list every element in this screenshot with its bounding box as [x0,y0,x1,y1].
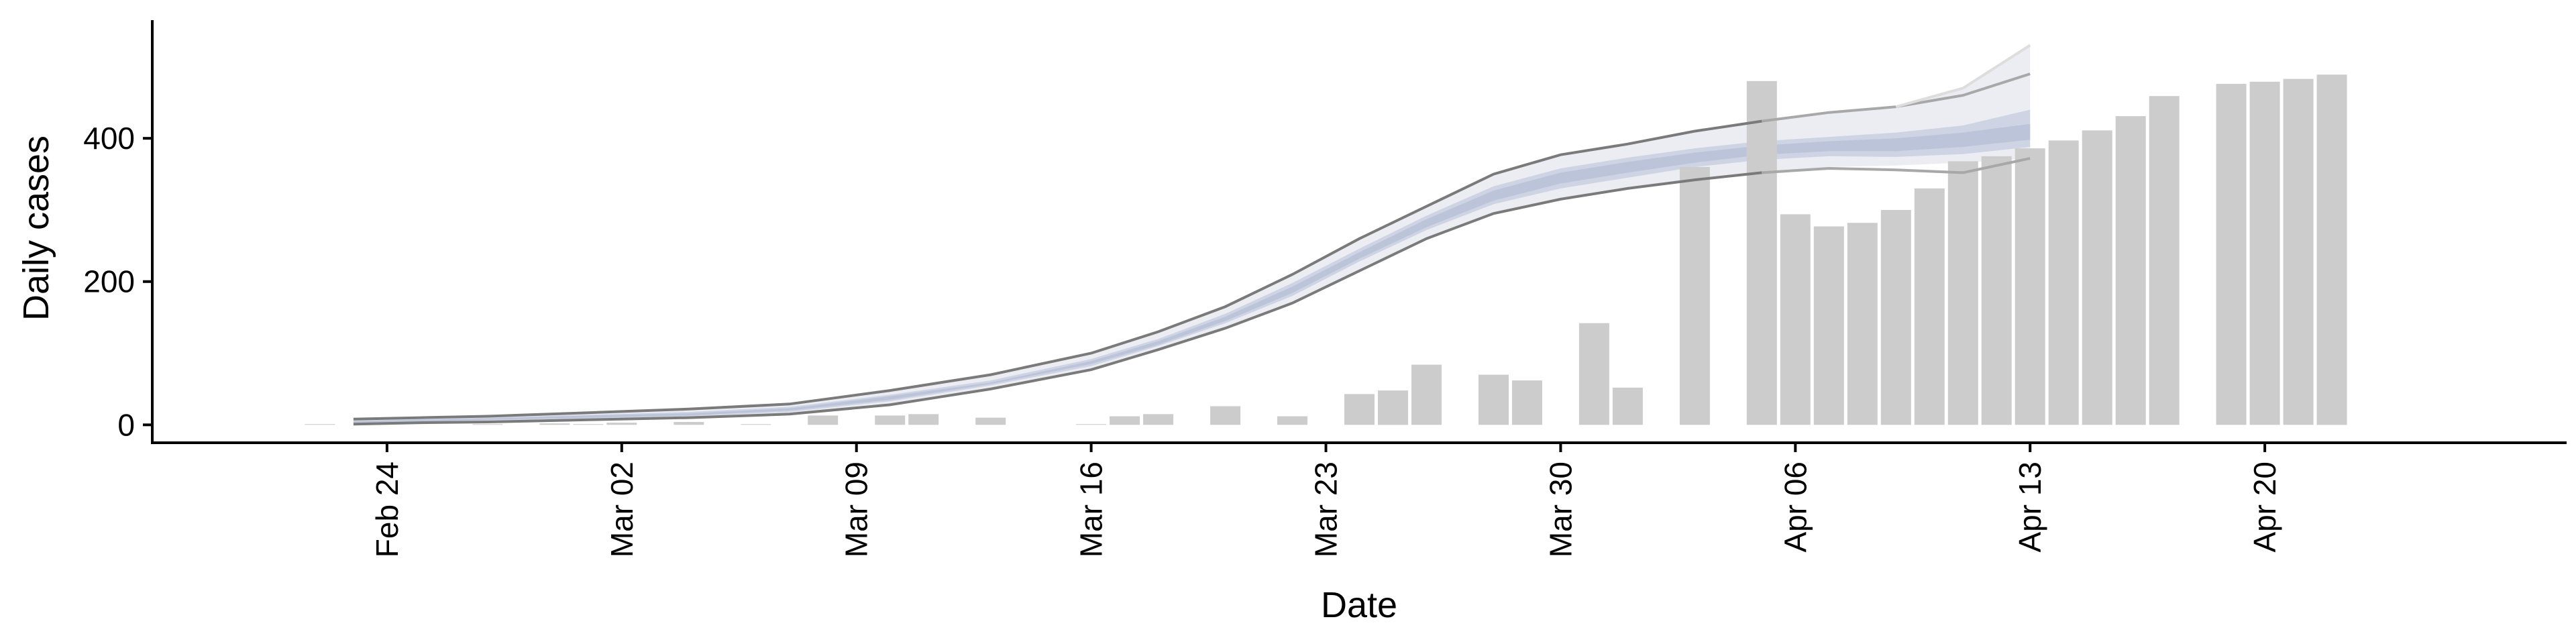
bar-2020-02-22 [305,424,335,425]
bar-2020-04-12 [1981,156,2012,425]
y-tick-label-200: 200 [83,264,135,299]
bar-2020-04-06 [1780,214,1811,425]
bar-2020-03-29 [1511,380,1542,425]
bar-2020-03-17 [1110,416,1140,425]
bar-2020-02-27 [472,424,503,425]
outer-upper-projection [1895,44,2031,109]
x-tick-label-2020-03-09: Mar 09 [839,462,874,557]
x-tick-label-2020-03-30: Mar 30 [1543,462,1578,557]
bar-2020-04-10 [1914,188,1945,425]
y-axis-title: Daily cases [16,136,56,321]
bound-lines [353,44,2031,426]
bar-2020-03-06 [741,424,771,425]
bar-2020-03-02 [606,423,637,425]
bar-2020-04-05 [1746,80,1777,425]
x-ticks: Feb 24 Mar 02 Mar 09 Mar 16 Mar 23 Mar 30 Apr … [370,443,2282,557]
bar-2020-03-16 [1076,424,1107,425]
x-tick-label-2020-03-16: Mar 16 [1074,462,1109,557]
bar-2020-03-08 [808,415,839,425]
bar-2020-03-22 [1277,416,1307,425]
band-mid [353,109,2031,424]
bar-2020-04-11 [1947,161,1978,425]
bar-2020-04-15 [2082,130,2112,425]
lower-bound-projection [1762,157,2031,174]
x-tick-label-2020-04-20: Apr 20 [2247,462,2282,553]
bar-2020-04-21 [2283,78,2314,425]
bar-2020-04-01 [1612,387,1643,425]
bar-2020-03-18 [1143,414,1174,425]
bar-2020-04-14 [2048,140,2079,425]
bar-2020-03-04 [674,422,704,425]
bar-2020-03-10 [875,415,906,425]
bar-2020-03-01 [573,424,604,425]
band-outer [353,45,2031,425]
bar-2020-03-26 [1411,364,1442,425]
x-tick-label-2020-03-02: Mar 02 [604,462,639,557]
y-ticks: 0 200 400 [83,121,152,442]
bars-group [305,74,2347,425]
bar-2020-03-24 [1344,394,1375,425]
bar-2020-03-11 [908,414,939,425]
y-tick-label-0: 0 [117,407,135,442]
bar-2020-04-07 [1813,226,1844,425]
bar-2020-04-16 [2115,116,2146,425]
y-tick-label-400: 400 [83,121,135,156]
axes [151,20,2567,444]
x-axis-title: Date [1321,585,1397,625]
bar-2020-04-22 [2316,74,2347,425]
bar-2020-04-03 [1679,166,1710,425]
bar-2020-03-20 [1210,406,1241,425]
bar-2020-04-20 [2249,81,2280,425]
bar-2020-03-25 [1378,390,1408,425]
x-tick-label-2020-03-23: Mar 23 [1309,462,1344,557]
projection-bands [353,45,2031,425]
lower-bound-line [353,171,1762,426]
bar-2020-03-13 [975,417,1006,425]
bar-2020-04-17 [2149,96,2180,425]
bar-2020-03-31 [1578,323,1609,425]
bar-2020-04-08 [1847,223,1878,425]
x-tick-label-2020-02-24: Feb 24 [370,462,405,557]
bar-2020-04-09 [1880,210,1911,425]
bar-2020-03-28 [1479,374,1509,425]
bar-2020-04-13 [2015,148,2045,425]
x-tick-label-2020-04-06: Apr 06 [1778,462,1813,553]
bar-2020-02-29 [539,423,570,425]
x-tick-label-2020-04-13: Apr 13 [2012,462,2047,553]
bar-2020-04-19 [2216,84,2247,425]
upper-bound-line [353,119,1762,421]
